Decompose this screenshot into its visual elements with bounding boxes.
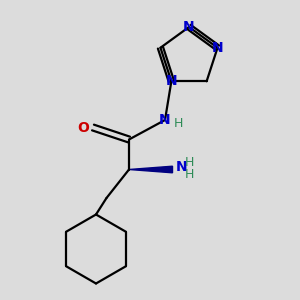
Text: N: N	[176, 160, 187, 174]
Text: N: N	[212, 41, 223, 55]
Text: N: N	[166, 74, 177, 88]
Text: N: N	[183, 20, 195, 34]
Text: H: H	[174, 117, 183, 130]
Text: N: N	[159, 113, 171, 127]
Text: H: H	[184, 168, 194, 182]
Polygon shape	[129, 166, 172, 173]
Text: O: O	[77, 121, 89, 134]
Text: H: H	[184, 155, 194, 169]
